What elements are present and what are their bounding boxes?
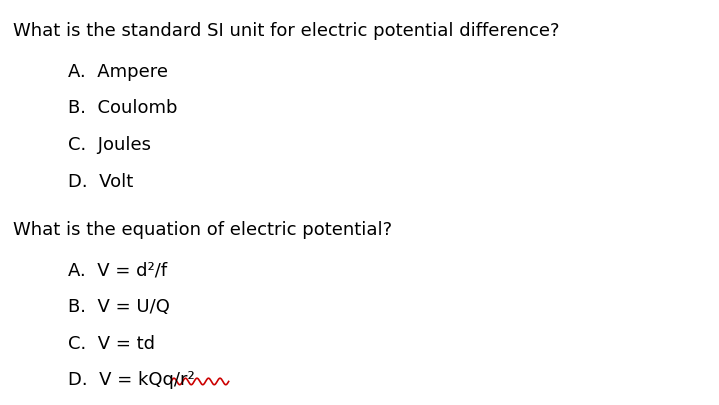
Text: D.  Volt: D. Volt	[68, 172, 134, 190]
Text: B.  Coulomb: B. Coulomb	[68, 99, 178, 117]
Text: B.  V = U/Q: B. V = U/Q	[68, 298, 170, 315]
Text: What is the standard SI unit for electric potential difference?: What is the standard SI unit for electri…	[13, 22, 559, 40]
Text: A.  V = d²/f: A. V = d²/f	[68, 261, 168, 279]
Text: What is the equation of electric potential?: What is the equation of electric potenti…	[13, 221, 392, 239]
Text: D.  V = kQq/r²: D. V = kQq/r²	[68, 371, 195, 388]
Text: C.  Joules: C. Joules	[68, 136, 151, 153]
Text: C.  V = td: C. V = td	[68, 334, 155, 352]
Text: A.  Ampere: A. Ampere	[68, 63, 168, 81]
